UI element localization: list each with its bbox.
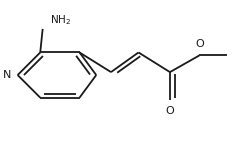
Text: N: N [3,70,12,80]
Text: O: O [195,39,204,49]
Text: O: O [166,106,174,116]
Text: NH$_2$: NH$_2$ [50,14,71,27]
